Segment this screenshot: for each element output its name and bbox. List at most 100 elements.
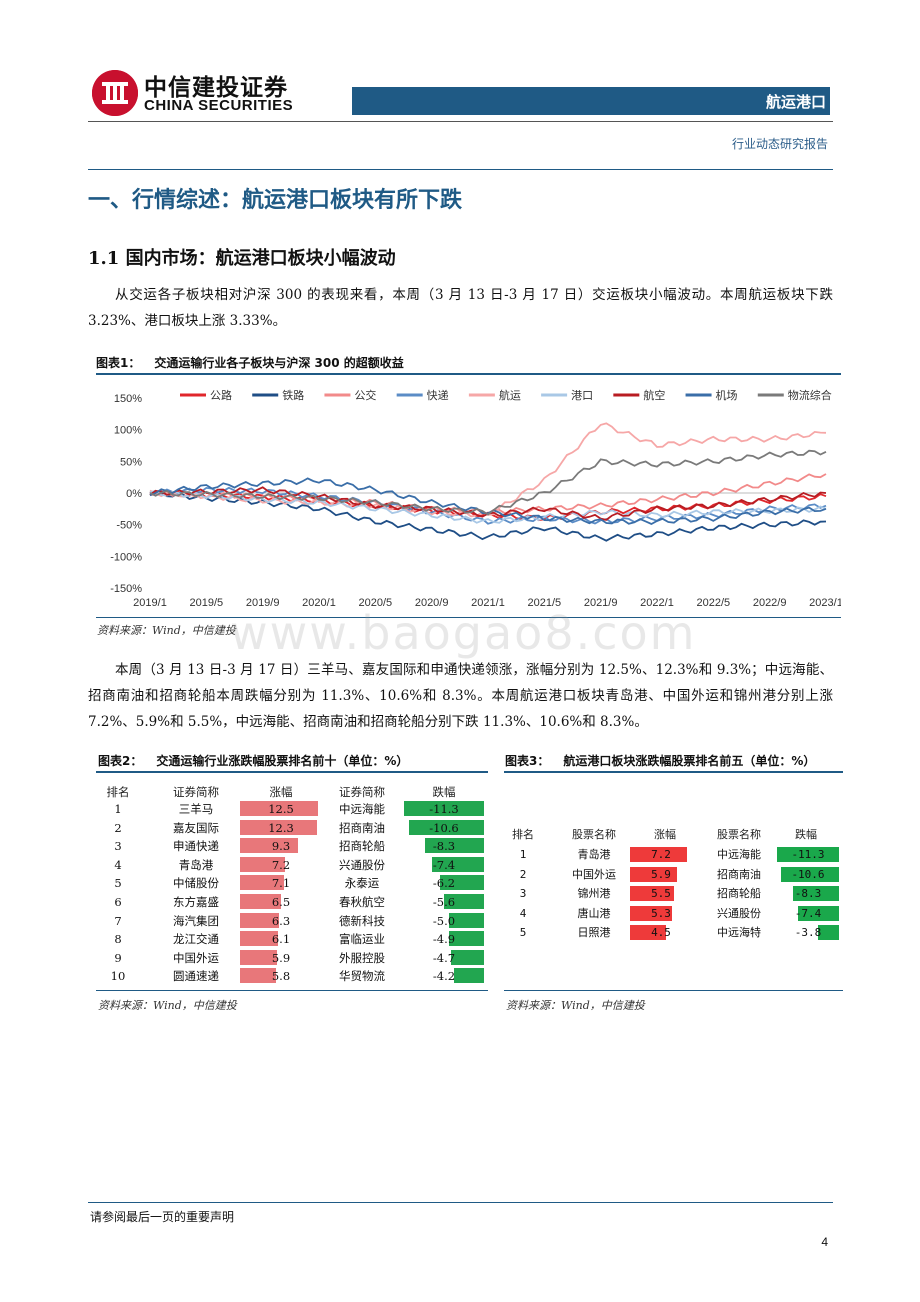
x-axis: 2019/1 2019/5 2019/9 2020/1 2020/5 2020/9 2021… bbox=[133, 597, 841, 609]
down-name-cell: 兴通股份 bbox=[339, 857, 385, 872]
up-bar bbox=[630, 925, 666, 940]
up-name-cell: 三羊马 bbox=[178, 802, 214, 816]
table-row: 2 中国外运 5.9 招商南油 -10.6 bbox=[508, 866, 843, 884]
down-name-cell: 外服控股 bbox=[339, 950, 385, 965]
table-row: 1 三羊马 12.5 中远海能 -11.3 bbox=[96, 800, 488, 818]
up-name-cell: 日照港 bbox=[577, 926, 611, 939]
down-value-cell: -4.7 bbox=[432, 950, 456, 965]
line-chart: 公路 铁路 公交 快递 航运 港口 航空 机场 物流综合 150% 100% 50% 0% -50% -1… bbox=[110, 388, 841, 609]
figure3-source: 资料来源：Wind，中信建投 bbox=[506, 999, 645, 1012]
down-name-cell: 兴通股份 bbox=[717, 906, 761, 920]
up-bar bbox=[630, 866, 677, 882]
up-value-cell: 12.3 bbox=[268, 820, 294, 835]
down-bar bbox=[780, 866, 839, 882]
table-row: 3 锦州港 5.5 招商轮船 -8.3 bbox=[508, 885, 843, 903]
down-value-cell: -11.3 bbox=[791, 848, 825, 861]
rank-cell: 3 bbox=[114, 839, 122, 854]
down-value-cell: -5.0 bbox=[432, 913, 456, 928]
rank-cell: 5 bbox=[114, 876, 122, 891]
up-name-cell: 龙江交通 bbox=[173, 932, 219, 947]
y-axis: 150% 100% 50% 0% -50% -100% -150% bbox=[110, 393, 826, 595]
down-name-cell: 中远海特 bbox=[717, 926, 761, 939]
rank-cell: 8 bbox=[114, 932, 122, 947]
up-bar bbox=[630, 905, 672, 921]
series-line bbox=[149, 490, 827, 524]
x-tick-label: 2019/5 bbox=[190, 597, 224, 609]
up-bar bbox=[630, 886, 674, 901]
rank-cell: 9 bbox=[114, 950, 122, 965]
page-number: 4 bbox=[821, 1235, 828, 1249]
up-bar bbox=[240, 894, 281, 909]
up-value-cell: 12.5 bbox=[268, 802, 294, 816]
series-line bbox=[149, 449, 827, 516]
figure3-top-rule bbox=[504, 771, 843, 773]
figure2-top-rule bbox=[96, 771, 488, 773]
x-tick-label: 2022/9 bbox=[753, 597, 787, 609]
down-name-cell: 招商轮船 bbox=[339, 839, 385, 854]
series-line bbox=[149, 422, 827, 518]
legend-label: 快递 bbox=[427, 388, 449, 402]
down-bar bbox=[448, 912, 484, 928]
down-bar bbox=[449, 931, 484, 947]
down-value-cell: -7.4 bbox=[794, 906, 822, 920]
report-type: 行业动态研究报告 bbox=[731, 137, 828, 151]
up-name-cell: 圆通速递 bbox=[173, 969, 219, 984]
up-bar bbox=[240, 912, 280, 928]
down-value-cell: -10.6 bbox=[429, 820, 459, 835]
down-name-cell: 春秋航空 bbox=[339, 895, 385, 909]
x-tick-label: 2019/9 bbox=[246, 597, 280, 609]
header-up-name: 股票名称 bbox=[572, 828, 616, 841]
down-value-cell: -7.4 bbox=[432, 857, 456, 872]
up-value-cell: 4.5 bbox=[651, 926, 671, 939]
figure2-source: 资料来源：Wind，中信建投 bbox=[98, 999, 237, 1012]
down-value-cell: -8.3 bbox=[794, 887, 822, 900]
figure1-title: 图表1： 交通运输行业各子板块与沪深 300 的超额收益 bbox=[96, 354, 404, 371]
x-tick-label: 2021/5 bbox=[528, 597, 562, 609]
down-value-cell: -4.2 bbox=[432, 969, 456, 984]
down-value-cell: -3.8 bbox=[794, 926, 822, 939]
up-name-cell: 嘉友国际 bbox=[173, 820, 219, 835]
up-bar bbox=[630, 847, 687, 862]
down-value-cell: -6.2 bbox=[432, 876, 456, 891]
up-value-cell: 5.9 bbox=[651, 867, 671, 881]
section-tag: 航运港口 bbox=[765, 93, 826, 111]
up-bar bbox=[240, 949, 277, 965]
up-bar bbox=[240, 875, 285, 891]
header-up: 涨幅 bbox=[269, 785, 293, 799]
up-bar bbox=[240, 968, 277, 984]
table-row: 6 东方嘉盛 6.5 春秋航空 -5.6 bbox=[96, 893, 488, 911]
table-row: 4 青岛港 7.2 兴通股份 -7.4 bbox=[96, 856, 488, 874]
up-name-cell: 中储股份 bbox=[173, 876, 219, 891]
header-up: 涨幅 bbox=[654, 828, 676, 841]
legend-label: 航空 bbox=[643, 388, 665, 402]
down-bar bbox=[818, 925, 839, 940]
rank-cell: 5 bbox=[519, 926, 527, 939]
up-name-cell: 青岛港 bbox=[178, 857, 214, 872]
table-row: 10 圆通速递 5.8 华贸物流 -4.2 bbox=[96, 967, 488, 985]
up-value-cell: 6.3 bbox=[271, 913, 291, 928]
x-tick-label: 2023/1 bbox=[809, 597, 841, 609]
up-value-cell: 9.3 bbox=[271, 839, 291, 854]
up-bar bbox=[240, 819, 317, 835]
paragraph-2: 本周（3 月 13 日-3 月 17 日）三羊马、嘉友国际和申通快递领涨，涨幅分… bbox=[88, 662, 833, 730]
y-tick-label: 100% bbox=[114, 425, 142, 437]
legend-label: 航运 bbox=[499, 388, 521, 402]
y-tick-label: -150% bbox=[110, 583, 142, 595]
header-rank: 排名 bbox=[106, 785, 130, 799]
header-down-name: 证券简称 bbox=[339, 785, 385, 799]
series-line bbox=[149, 477, 827, 526]
legend-label: 公路 bbox=[210, 389, 232, 402]
table-row: 9 中国外运 5.9 外服控股 -4.7 bbox=[96, 949, 488, 967]
header-down: 跌幅 bbox=[795, 828, 817, 841]
table-row: 7 海汽集团 6.3 德新科技 -5.0 bbox=[96, 912, 488, 930]
up-bar bbox=[240, 801, 318, 816]
down-name-cell: 招商南油 bbox=[717, 867, 761, 881]
table-row: 4 唐山港 5.3 兴通股份 -7.4 bbox=[508, 905, 843, 923]
header-up-name: 证券简称 bbox=[173, 785, 219, 799]
rank-cell: 6 bbox=[114, 895, 122, 909]
up-name-cell: 锦州港 bbox=[577, 887, 611, 900]
x-tick-label: 2022/5 bbox=[697, 597, 731, 609]
down-value-cell: -5.6 bbox=[432, 895, 456, 909]
down-bar bbox=[793, 886, 839, 901]
legend-label: 物流综合 bbox=[788, 388, 832, 402]
